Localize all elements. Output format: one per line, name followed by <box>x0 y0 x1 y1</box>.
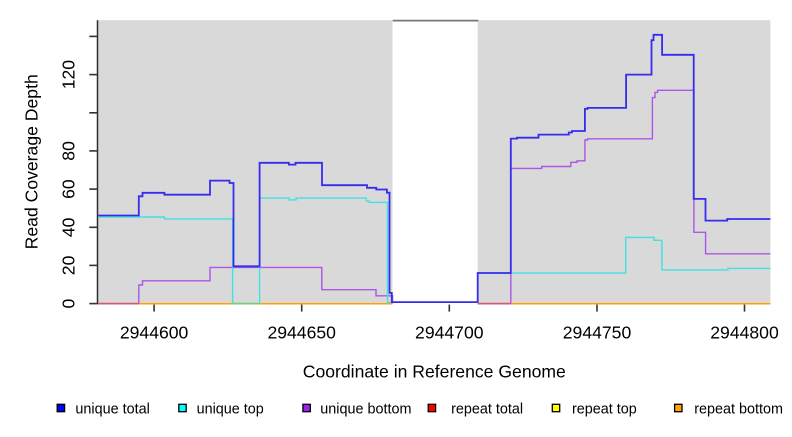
svg-text:80: 80 <box>59 141 79 161</box>
svg-text:Read Coverage Depth: Read Coverage Depth <box>21 74 41 249</box>
svg-text:repeat bottom: repeat bottom <box>694 401 783 417</box>
svg-text:repeat total: repeat total <box>451 401 523 417</box>
svg-text:2944800: 2944800 <box>710 323 779 343</box>
svg-text:2944600: 2944600 <box>120 323 189 343</box>
svg-text:repeat top: repeat top <box>572 401 637 417</box>
svg-text:2944750: 2944750 <box>563 323 632 343</box>
svg-text:unique total: unique total <box>75 401 149 417</box>
svg-text:0: 0 <box>59 298 79 308</box>
svg-text:2944650: 2944650 <box>267 323 336 343</box>
svg-text:unique top: unique top <box>197 401 264 417</box>
svg-text:20: 20 <box>59 255 79 275</box>
svg-text:Coordinate in Reference Genome: Coordinate in Reference Genome <box>303 361 566 381</box>
svg-text:60: 60 <box>59 179 79 199</box>
svg-text:40: 40 <box>59 217 79 237</box>
svg-text:unique bottom: unique bottom <box>320 401 411 417</box>
svg-text:120: 120 <box>59 60 79 90</box>
svg-text:2944700: 2944700 <box>415 323 484 343</box>
